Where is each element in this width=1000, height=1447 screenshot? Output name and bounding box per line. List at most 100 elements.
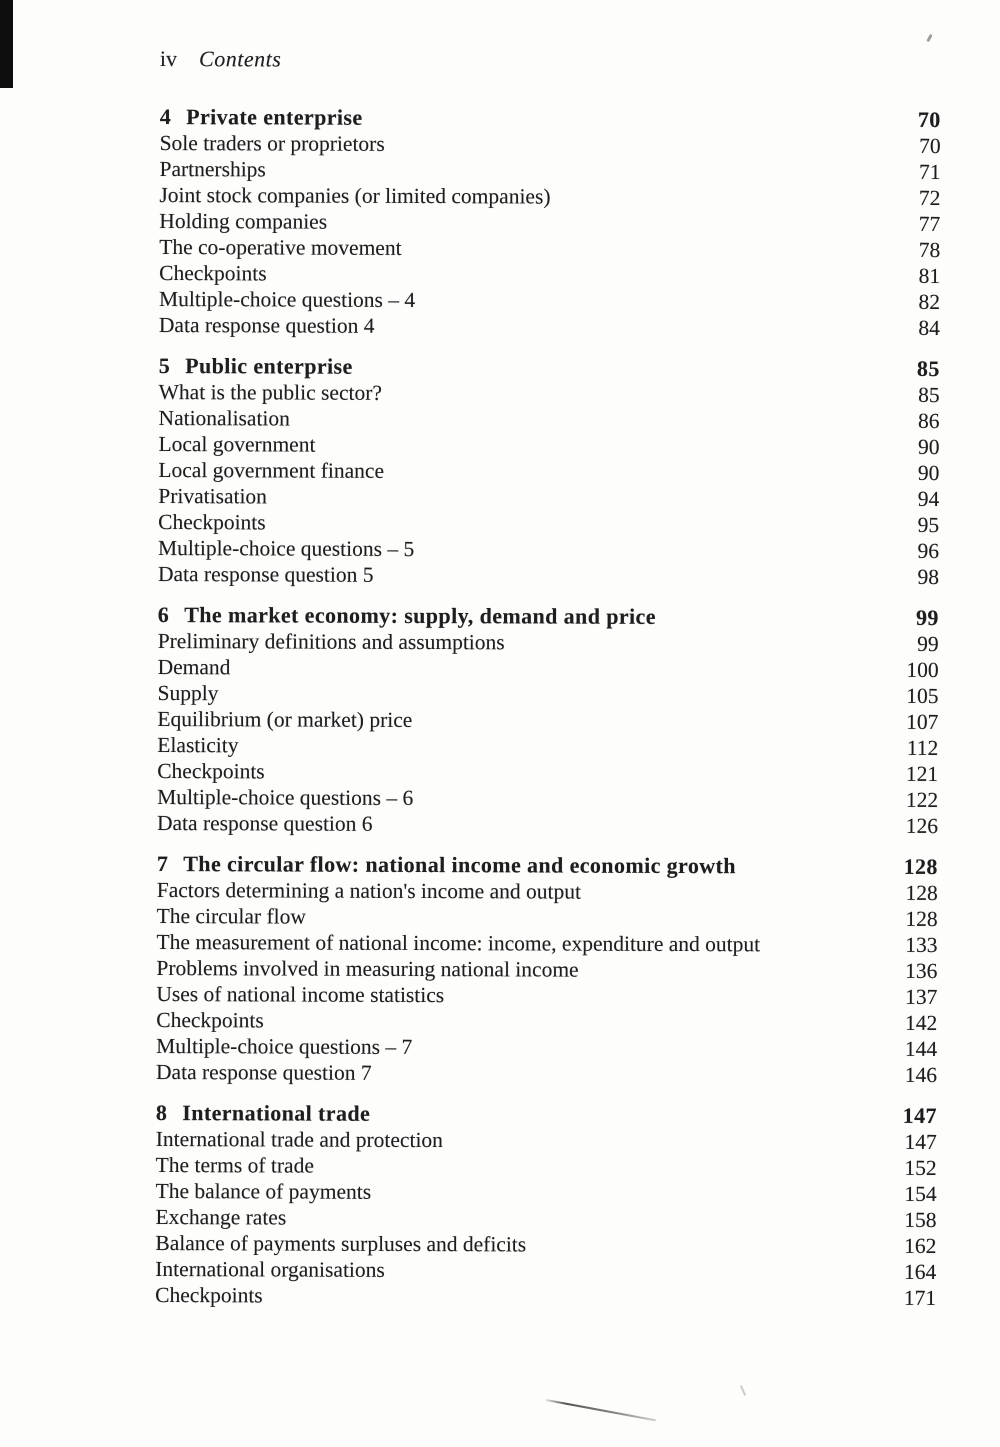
toc-entry-row: Checkpoints 95 [158,509,939,538]
toc-entry-row: Checkpoints 171 [155,1282,936,1311]
toc-entry-page-number: 82 [918,289,941,314]
toc-entry-page-number: 146 [904,1062,938,1087]
toc-entry-page-number: 126 [905,813,939,838]
toc-entry-row: Multiple-choice questions – 7 144 [156,1033,937,1062]
toc-entry-page-number: 78 [918,237,941,262]
toc-entry-page-number: 164 [904,1259,937,1284]
toc-entry-page-number: 84 [918,315,940,340]
toc-entry-label: Multiple-choice questions – 5 [158,535,415,561]
toc-entry-label: Demand [157,654,231,680]
toc-entry-page-number: 90 [917,434,940,459]
toc-entry-label: Nationalisation [158,405,290,431]
toc-chapter-heading: 4 Private enterprise 70 [160,104,941,133]
toc-entry-page-number: 137 [905,984,938,1009]
toc-chapter-heading: 5 Public enterprise 85 [159,353,940,382]
toc-entry-row: Data response question 5 98 [158,561,939,590]
toc-entry-row: Holding companies 77 [159,208,940,237]
toc-entry-row: Factors determining a nation's income an… [157,877,938,906]
toc-entry-row: The measurement of national income: inco… [157,929,938,958]
toc-entry-page-number: 162 [904,1233,937,1258]
toc-entry-page-number: 105 [906,683,939,708]
page-header: iv Contents [160,46,941,75]
toc-chapter: 8 International trade 147 International tra… [155,1100,937,1311]
toc-entry-label: Data response question 6 [156,810,373,836]
toc-entry-row: Balance of payments surpluses and defici… [155,1230,936,1259]
toc-entry-page-number: 99 [917,631,939,656]
toc-entry-row: International organisations 164 [155,1256,936,1285]
toc-entry-page-number: 171 [903,1285,937,1310]
toc-entry-row: Data response question 6 126 [157,810,938,839]
toc-entry-page-number: 94 [917,486,940,511]
toc-entry-row: Exchange rates 158 [155,1204,936,1233]
chapter-page-number: 85 [916,355,940,381]
toc-entry-page-number: 70 [919,133,941,158]
toc-entry-row: International trade and protection 147 [156,1126,937,1155]
page-content: iv Contents 4 Private enterprise 70 Sole tr… [155,46,941,1311]
chapter-page-number: 70 [917,106,941,132]
toc-entry-row: Multiple-choice questions – 6 122 [157,784,938,813]
toc-entry-page-number: 144 [904,1036,938,1061]
toc-chapter: 5 Public enterprise 85 What is the public s… [158,353,940,590]
toc-entry-page-number: 86 [918,408,940,433]
toc-entry-page-number: 133 [905,932,938,957]
chapter-number: 7 [156,850,169,877]
toc-entry-row: Privatisation 94 [158,483,939,512]
toc-entry-page-number: 90 [917,460,940,485]
toc-entry-page-number: 122 [905,787,939,812]
toc-entry-row: Equilibrium (or market) price 107 [157,706,938,735]
toc-entry-label: Local government [158,431,316,457]
toc-entry-row: Preliminary definitions and assumptions 9… [158,628,939,657]
toc-entry-label: Supply [157,680,219,706]
toc-entry-label: Equilibrium (or market) price [157,706,413,732]
chapter-heading-label: 7 The circular flow: national income and … [157,851,754,879]
toc-entry-row: The circular flow 128 [157,903,938,932]
scan-artifact-speck-top [926,33,933,43]
toc-entry-page-number: 121 [905,761,939,786]
toc-entry-page-number: 96 [917,538,940,563]
toc-entry-label: International organisations [155,1256,385,1282]
toc-entry-label: The terms of trade [155,1152,314,1178]
toc-entry-label: What is the public sector? [158,379,383,405]
chapter-heading-label: 6 The market economy: supply, demand and … [158,602,674,630]
toc-entry-row: Multiple-choice questions – 4 82 [159,286,940,315]
toc-entry-page-number: 107 [906,709,939,734]
chapter-number: 4 [159,103,172,130]
toc-entry-label: Checkpoints [155,1282,263,1308]
chapter-page-number: 147 [902,1102,937,1128]
toc-entry-label: Privatisation [158,483,268,509]
chapter-heading-label: 4 Private enterprise [160,104,381,131]
chapter-title: Private enterprise [186,104,363,130]
toc-entry-row: Local government finance 90 [158,457,939,486]
toc-entry-row: The co-operative movement 78 [159,234,940,263]
chapter-number: 5 [158,352,171,379]
toc-chapter: 4 Private enterprise 70 Sole traders or pro… [159,104,941,341]
toc-entry-row: Checkpoints 121 [157,758,938,787]
toc-entry-label: Problems involved in measuring national … [156,955,579,982]
running-head-title: Contents [199,46,282,72]
toc-entry-row: Joint stock companies (or limited compan… [159,182,940,211]
toc-entry-row: Nationalisation 86 [159,405,940,434]
toc-chapter: 6 The market economy: supply, demand and … [157,602,939,839]
toc-entry-label: Elasticity [157,732,239,758]
toc-chapter-heading: 8 International trade 147 [156,1100,937,1129]
scan-artifact-pen-stroke [545,1399,657,1422]
toc-entry-page-number: 72 [918,185,941,210]
toc-entry-label: The balance of payments [155,1178,372,1204]
toc-entry-row: Sole traders or proprietors 70 [160,130,941,159]
toc-chapters: 4 Private enterprise 70 Sole traders or pro… [155,104,941,1311]
toc-entry-label: Partnerships [159,156,266,182]
toc-entry-label: Checkpoints [156,1007,264,1033]
chapter-title: Public enterprise [185,353,353,379]
toc-entry-label: Preliminary definitions and assumptions [157,628,505,655]
toc-entry-label: The circular flow [156,903,306,929]
toc-entry-label: Joint stock companies (or limited compan… [159,182,551,209]
chapter-title: International trade [182,1100,371,1126]
toc-entry-row: Data response question 4 84 [159,312,940,341]
scan-artifact-speck-bottom [739,1385,747,1396]
chapter-page-number: 128 [903,853,938,879]
toc-entry-page-number: 112 [906,735,939,760]
toc-entry-row: The balance of payments 154 [156,1178,937,1207]
toc-entry-label: Checkpoints [157,758,265,784]
toc-entry-label: Checkpoints [159,260,267,286]
toc-entry-label: Data response question 4 [158,312,375,338]
